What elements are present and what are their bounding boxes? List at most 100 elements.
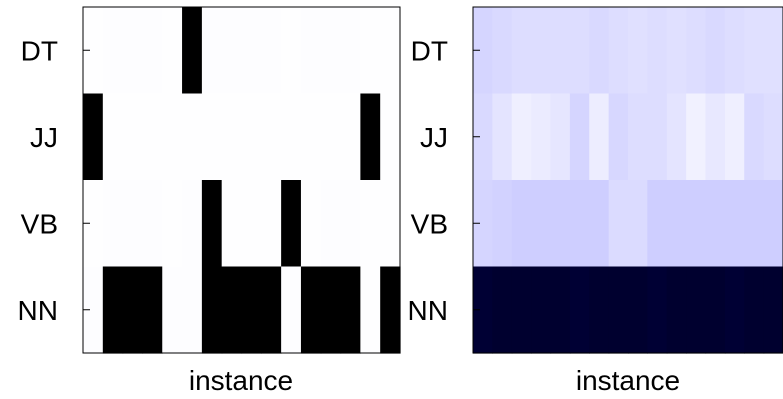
row-label-dt: DT (411, 35, 448, 66)
heatmap-cell-vb-11 (666, 180, 687, 268)
heatmap-cell-vb-7 (201, 180, 223, 268)
heatmap-cell-nn-7 (201, 266, 223, 354)
heatmap-cell-jj-1 (83, 93, 104, 181)
heatmap-cell-vb-8 (221, 180, 243, 268)
heatmap-cell-jj-1 (473, 93, 493, 181)
heatmap-cell-nn-1 (83, 266, 104, 354)
heatmap-cell-vb-16 (763, 180, 783, 268)
heatmap-cell-jj-8 (221, 93, 243, 181)
heatmap-cell-jj-9 (241, 93, 262, 181)
heatmap-cell-dt-12 (686, 7, 707, 95)
heatmap-cell-jj-15 (360, 93, 381, 181)
heatmap-cell-jj-6 (569, 93, 590, 181)
row-label-jj: JJ (420, 122, 448, 153)
heatmap-cell-nn-12 (686, 266, 707, 354)
heatmap-cell-nn-16 (763, 266, 783, 354)
heatmap-cell-vb-6 (569, 180, 590, 268)
x-axis-label: instance (189, 365, 293, 396)
heatmap-cell-nn-14 (340, 266, 361, 354)
heatmap-cell-jj-5 (162, 93, 183, 181)
heatmap-cell-vb-15 (360, 180, 381, 268)
heatmap-cell-jj-13 (705, 93, 726, 181)
heatmap-cell-jj-9 (628, 93, 648, 181)
heatmap-cell-vb-10 (261, 180, 282, 268)
heatmap-cell-vb-13 (320, 180, 342, 268)
heatmap-cell-nn-10 (261, 266, 282, 354)
heatmap-cell-jj-10 (261, 93, 282, 181)
heatmap-cell-dt-8 (608, 7, 629, 95)
heatmap-cell-dt-9 (628, 7, 648, 95)
heatmap-panel-right: DT JJ VB NN instance (408, 6, 783, 396)
row-label-vb: VB (411, 208, 448, 239)
heatmap-cell-dt-1 (473, 7, 493, 95)
heatmap-cell-vb-1 (473, 180, 493, 268)
heatmap-cell-jj-11 (666, 93, 687, 181)
heatmap-cell-nn-5 (162, 266, 183, 354)
heatmap-cell-dt-10 (647, 7, 668, 95)
heatmap-cell-vb-2 (492, 180, 513, 268)
heatmap-cell-vb-3 (511, 180, 532, 268)
heatmap-cell-vb-4 (142, 180, 163, 268)
heatmap-cell-nn-16 (380, 266, 401, 354)
heatmap-cell-dt-9 (241, 7, 262, 95)
heatmap-cell-nn-4 (531, 266, 552, 354)
heatmap-cell-jj-15 (744, 93, 765, 181)
heatmap-cell-jj-14 (340, 93, 361, 181)
plot-frame (472, 6, 783, 354)
row-label-nn: NN (18, 295, 58, 326)
heatmap-cell-nn-6 (182, 266, 203, 354)
heatmap-cell-nn-2 (492, 266, 513, 354)
heatmap-cell-vb-2 (102, 180, 124, 268)
heatmap-cell-dt-4 (142, 7, 163, 95)
heatmap-cell-vb-11 (281, 180, 302, 268)
heatmap-cell-dt-10 (261, 7, 282, 95)
heatmap-cell-nn-13 (320, 266, 342, 354)
heatmap-cell-nn-9 (241, 266, 262, 354)
heatmap-cell-jj-4 (531, 93, 552, 181)
heatmap-cell-vb-8 (608, 180, 629, 268)
heatmap-cell-nn-8 (221, 266, 243, 354)
heatmap-panel-left: DT JJ VB NN instance (18, 6, 401, 396)
heatmap-cell-dt-6 (569, 7, 590, 95)
heatmap-cell-dt-7 (589, 7, 610, 95)
heatmap-cell-dt-13 (320, 7, 342, 95)
heatmap-cell-jj-5 (550, 93, 571, 181)
row-label-jj: JJ (30, 122, 58, 153)
heatmap-cell-vb-7 (589, 180, 610, 268)
x-axis-label: instance (576, 365, 680, 396)
heatmap-cell-nn-11 (666, 266, 687, 354)
plot-frame (82, 6, 401, 354)
heatmap-cell-nn-3 (511, 266, 532, 354)
heatmap-cell-dt-15 (744, 7, 765, 95)
heatmap-cell-dt-5 (162, 7, 183, 95)
heatmap-cell-jj-14 (724, 93, 745, 181)
heatmap-cell-vb-3 (122, 180, 144, 268)
heatmap-cell-jj-10 (647, 93, 668, 181)
heatmap-cell-vb-9 (241, 180, 262, 268)
heatmap-cell-vb-10 (647, 180, 668, 268)
heatmap-cell-dt-11 (281, 7, 302, 95)
heatmap-cell-vb-1 (83, 180, 104, 268)
row-label-dt: DT (21, 35, 58, 66)
heatmap-cell-vb-14 (340, 180, 361, 268)
heatmap-cell-nn-6 (569, 266, 590, 354)
heatmap-cell-nn-14 (724, 266, 745, 354)
heatmap-cell-dt-2 (102, 7, 124, 95)
heatmap-cell-jj-16 (763, 93, 783, 181)
heatmap-cell-vb-16 (380, 180, 401, 268)
heatmap-cell-jj-2 (102, 93, 124, 181)
heatmap-cell-dt-3 (122, 7, 144, 95)
heatmap-cell-vb-5 (162, 180, 183, 268)
heatmap-cell-dt-16 (763, 7, 783, 95)
heatmap-cell-dt-14 (340, 7, 361, 95)
heatmap-cell-vb-15 (744, 180, 765, 268)
heatmap-cell-vb-9 (628, 180, 648, 268)
row-label-nn: NN (408, 295, 448, 326)
heatmap-cell-dt-16 (380, 7, 401, 95)
heatmap-cell-nn-9 (628, 266, 648, 354)
heatmap-cell-nn-1 (473, 266, 493, 354)
heatmap-cell-jj-12 (686, 93, 707, 181)
heatmap-cell-vb-4 (531, 180, 552, 268)
heatmap-cell-nn-15 (744, 266, 765, 354)
